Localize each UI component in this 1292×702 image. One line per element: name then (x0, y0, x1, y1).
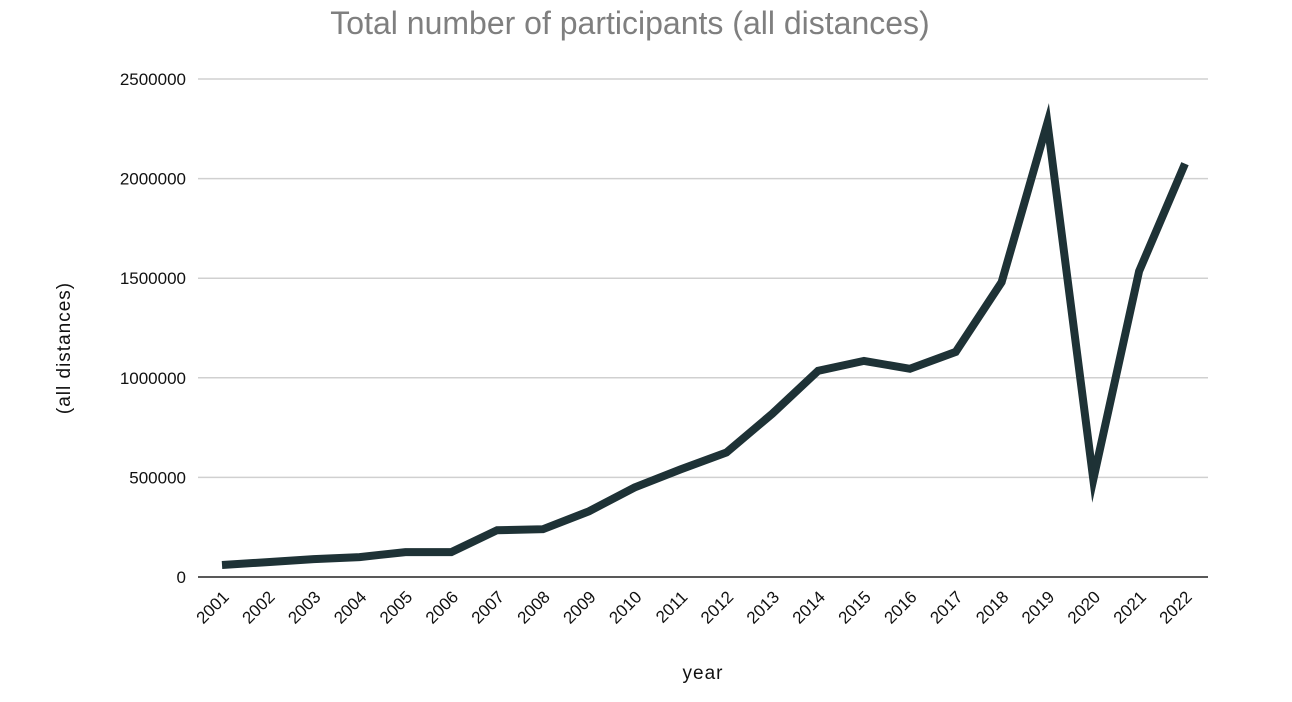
data-point (677, 465, 685, 473)
x-tick-label: 2009 (560, 587, 600, 627)
y-tick-label: 1000000 (120, 369, 186, 388)
data-point (768, 410, 776, 418)
x-tick-label: 2004 (330, 587, 370, 627)
data-point (585, 507, 593, 515)
x-tick-label: 2001 (193, 587, 233, 627)
data-point (1135, 267, 1143, 275)
series (218, 103, 1189, 569)
data-point (952, 348, 960, 356)
y-tick-label: 2500000 (120, 70, 186, 89)
x-tick-label: 2008 (514, 587, 554, 627)
x-tick-label: 2013 (743, 587, 783, 627)
data-point (539, 525, 547, 533)
data-point (218, 561, 226, 569)
x-tick-label: 2017 (926, 587, 966, 627)
data-point (310, 555, 318, 563)
x-tick-label: 2011 (652, 587, 691, 626)
y-axis-ticks: 0 500000 1000000 1500000 2000000 2500000 (120, 70, 186, 587)
x-tick-label: 2021 (1110, 587, 1150, 627)
y-tick-label: 500000 (129, 468, 186, 487)
chart-title: Total number of participants (all distan… (330, 5, 929, 41)
x-tick-label: 2020 (1064, 587, 1104, 627)
data-point (906, 365, 914, 373)
data-point (447, 548, 455, 556)
data-point (1089, 475, 1097, 483)
y-tick-label: 2000000 (120, 170, 186, 189)
gridlines (198, 78, 1208, 479)
x-tick-label: 2022 (1156, 587, 1196, 627)
data-point (998, 278, 1006, 286)
x-tick-label: 2005 (376, 587, 416, 627)
series-line (221, 103, 1189, 569)
data-point (860, 357, 868, 365)
x-tick-label: 2002 (239, 587, 279, 627)
x-tick-label: 2012 (697, 587, 737, 627)
x-tick-label: 2010 (605, 587, 645, 627)
data-point (356, 553, 364, 561)
data-point (814, 367, 822, 375)
x-axis-label: year (683, 663, 724, 684)
x-tick-label: 2015 (835, 587, 875, 627)
data-point (401, 548, 409, 556)
x-tick-label: 2007 (468, 587, 508, 627)
data-point (722, 449, 730, 457)
data-point (493, 526, 501, 534)
data-point (631, 483, 639, 491)
x-tick-label: 2019 (1018, 587, 1058, 627)
x-tick-label: 2014 (789, 587, 829, 627)
data-point (1043, 119, 1051, 127)
x-tick-label: 2006 (422, 587, 462, 627)
y-tick-label: 1500000 (120, 269, 186, 288)
x-tick-label: 2003 (284, 587, 324, 627)
x-tick-label: 2016 (881, 587, 921, 627)
y-tick-label: 0 (177, 568, 186, 587)
data-point (1181, 160, 1189, 168)
data-point (264, 558, 272, 566)
y-axis-label: (all distances) (54, 282, 75, 414)
x-tick-label: 2018 (972, 587, 1012, 627)
x-axis-ticks: 2001 2002 2003 2004 2005 2006 2007 2008 2009 2010… (193, 587, 1196, 627)
